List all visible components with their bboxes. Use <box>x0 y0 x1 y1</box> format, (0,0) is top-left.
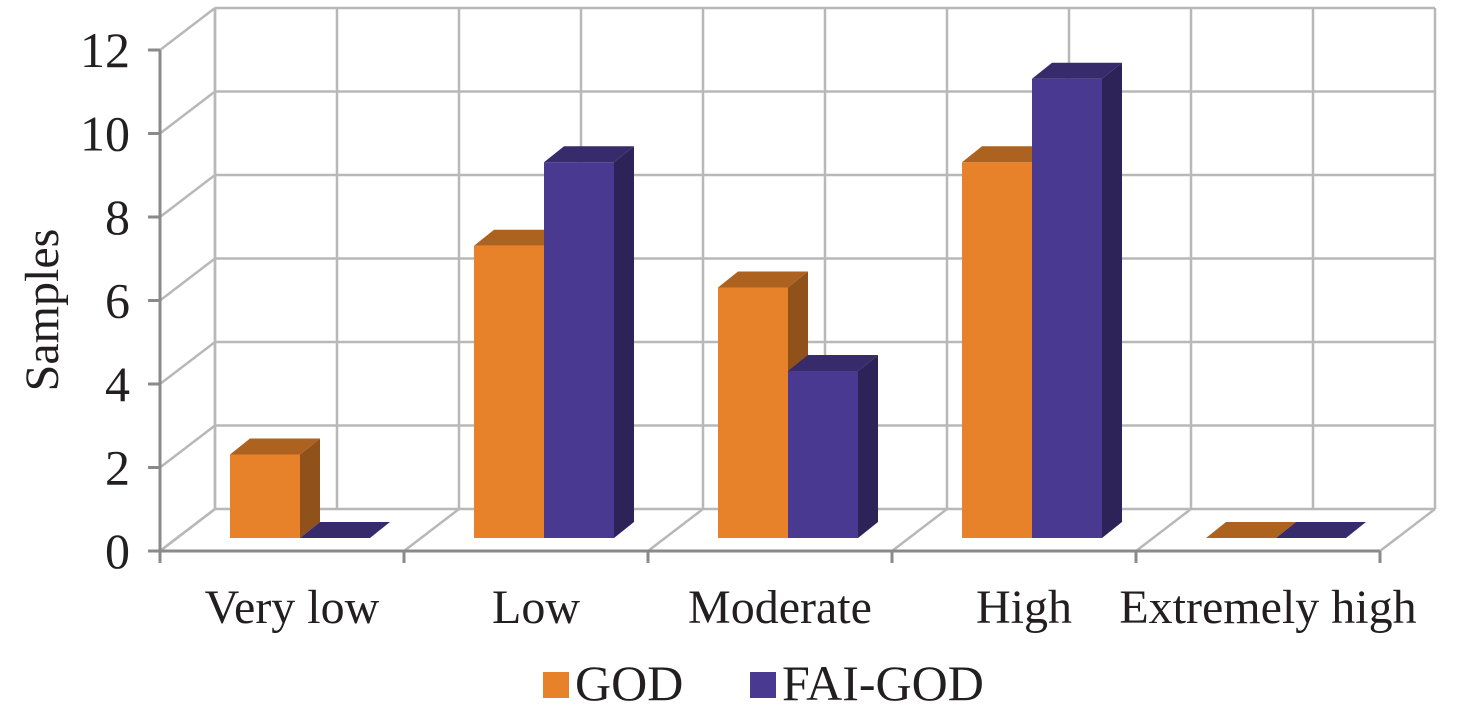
bar-top <box>1276 522 1366 538</box>
bar-front <box>474 245 544 538</box>
bar-side <box>300 438 320 538</box>
bar-fai-god-high <box>1032 62 1122 538</box>
floor-grid-line <box>403 508 460 552</box>
bar-side <box>614 146 634 538</box>
bar-top <box>474 229 564 246</box>
y-tick-label: 4 <box>105 356 130 412</box>
bar-god-very-low <box>230 438 320 538</box>
floor-grid-line <box>159 508 216 552</box>
x-tick-labels: Very low Low Moderate High Extremely high <box>205 581 1417 634</box>
side-grid-line <box>159 90 216 135</box>
y-tick-label: 12 <box>80 22 130 78</box>
bar-top <box>718 271 808 288</box>
bar-top <box>788 355 878 371</box>
x-tick-label: Low <box>492 581 580 634</box>
side-grid-line <box>159 424 216 469</box>
bar-top <box>1032 62 1122 79</box>
y-tick-labels: 0 2 4 6 8 10 12 <box>80 22 130 579</box>
y-tick-label: 10 <box>80 106 130 162</box>
bar-front <box>1032 78 1102 538</box>
bar-side <box>858 355 878 538</box>
y-tick-label: 8 <box>105 189 130 245</box>
y-tick-label: 6 <box>105 273 130 329</box>
floor-grid-line <box>1379 508 1436 552</box>
bar-front <box>718 287 788 538</box>
legend-item: FAI-GOD <box>750 655 984 711</box>
legend-swatch <box>750 672 776 698</box>
bar-front <box>230 454 300 538</box>
legend-label: FAI-GOD <box>782 655 984 711</box>
bar-fai-god-very-low <box>300 522 390 538</box>
y-tick-label: 2 <box>105 440 130 496</box>
bar-side <box>1102 62 1122 538</box>
x-tick-label: High <box>976 581 1072 634</box>
y-axis-label: Samples <box>16 229 69 392</box>
x-tick-label: Extremely high <box>1119 581 1416 634</box>
bar-front <box>962 162 1032 538</box>
legend-swatch <box>543 672 569 698</box>
floor-grid-line <box>1135 508 1192 552</box>
bar-front <box>544 162 614 538</box>
axes <box>148 48 1382 563</box>
bar-fai-god-extremely-high <box>1276 522 1366 538</box>
bar-top <box>544 146 634 163</box>
bar-fai-god-moderate <box>788 355 878 538</box>
side-grid-line <box>159 341 216 385</box>
bar-top <box>1206 522 1296 538</box>
x-tick-label: Very low <box>205 581 380 634</box>
legend-item: GOD <box>543 655 683 711</box>
floor-grid-line <box>891 508 948 552</box>
bar-top <box>230 438 320 455</box>
side-grid-line <box>159 257 216 302</box>
y-tick-label: 0 <box>105 523 130 579</box>
legend-label: GOD <box>575 655 683 711</box>
side-grid-line <box>159 174 216 218</box>
bar-god-extremely-high <box>1206 522 1296 538</box>
bar-top <box>300 522 390 538</box>
bar-fai-god-low <box>544 146 634 538</box>
bar-front <box>788 371 858 538</box>
side-grid-line <box>159 7 216 51</box>
legend: GOD FAI-GOD <box>543 655 984 711</box>
bars <box>230 62 1366 538</box>
x-tick-label: Moderate <box>688 581 872 634</box>
bar-top <box>962 146 1052 163</box>
floor-grid-line <box>647 508 704 552</box>
